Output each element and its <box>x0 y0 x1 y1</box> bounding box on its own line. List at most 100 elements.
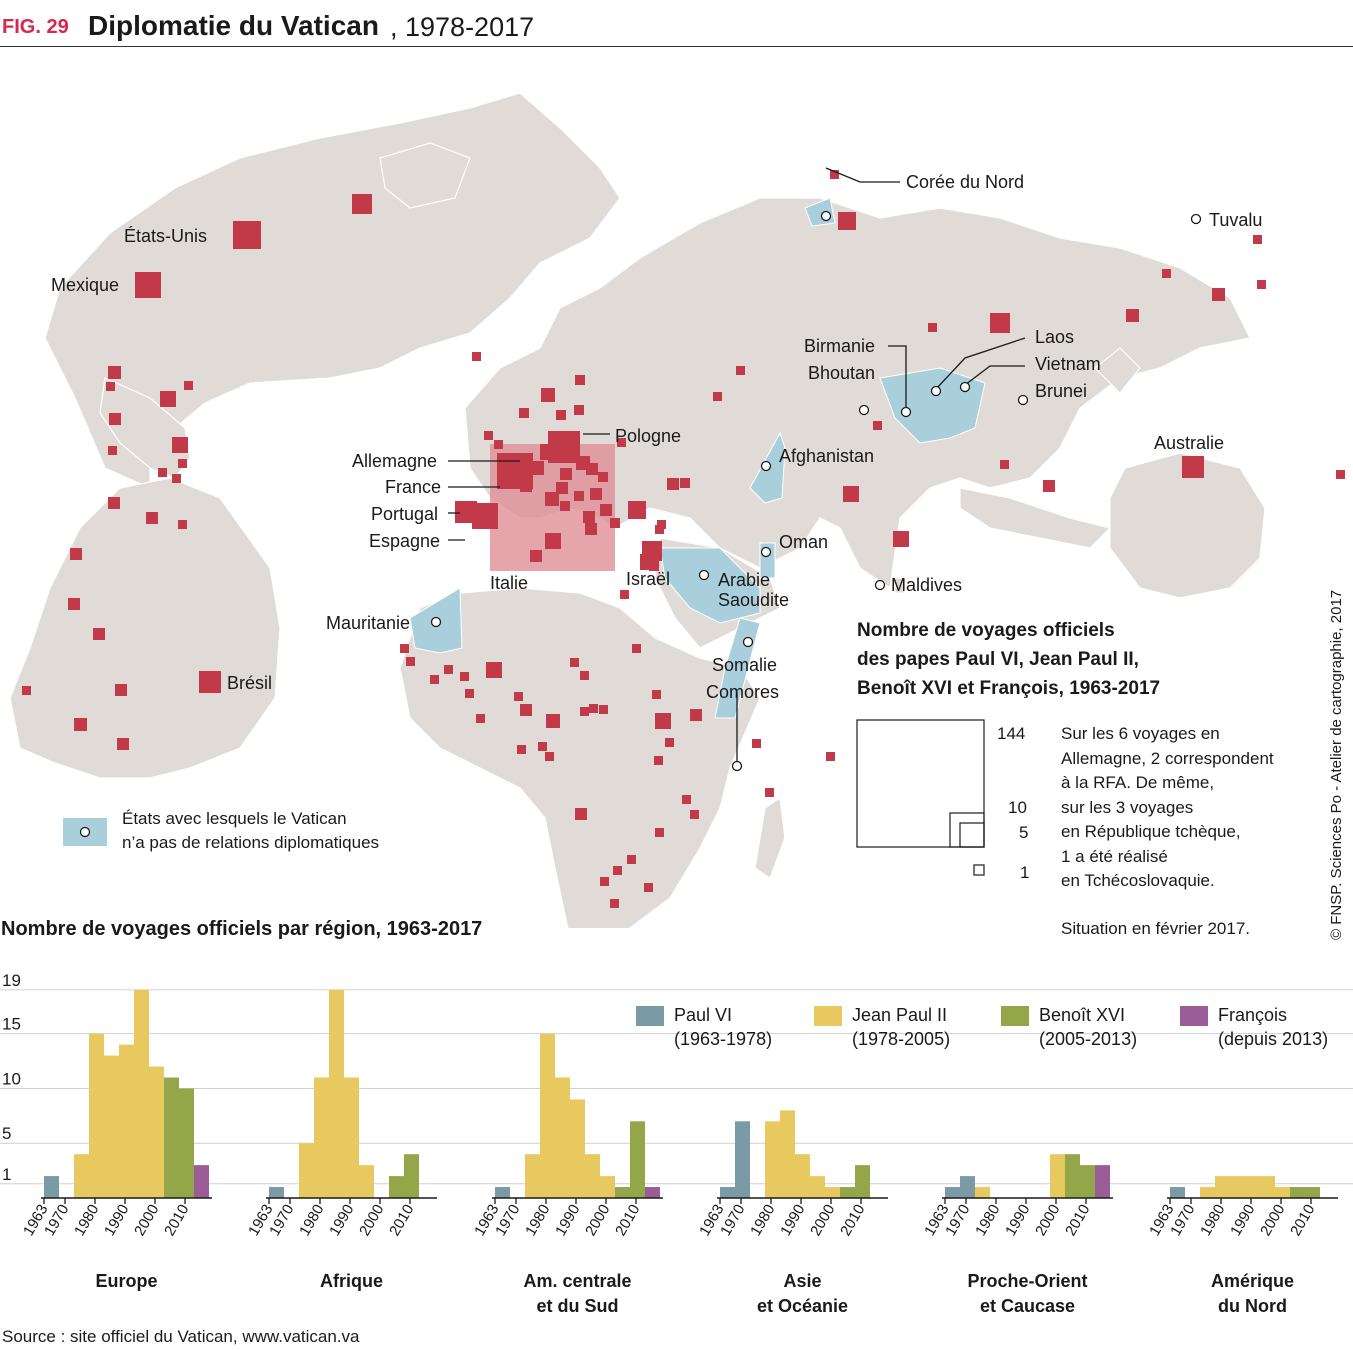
bar-benoit_xvi <box>840 1187 855 1198</box>
trip-square <box>580 671 589 680</box>
legend-no-relations-line2: n’a pas de relations diplomatiques <box>122 833 380 852</box>
trip-square <box>990 313 1010 333</box>
trip-square <box>1257 280 1266 289</box>
trip-square <box>70 548 82 560</box>
trip-square <box>530 461 544 475</box>
bar-benoit_xvi <box>1305 1187 1320 1198</box>
size-legend-value-144: 144 <box>997 724 1026 743</box>
trip-square <box>1043 480 1055 492</box>
bar-paul_vi <box>945 1187 960 1198</box>
trip-square <box>610 518 620 528</box>
trip-square <box>494 440 503 449</box>
legend-period: (2005-2013) <box>1039 1029 1137 1049</box>
x-tick-label: 1990 <box>1227 1202 1258 1239</box>
size-legend-note: Sur les 6 voyages en Allemagne, 2 corres… <box>1061 722 1274 894</box>
label-allemagne: Allemagne <box>352 451 438 471</box>
trip-square <box>627 855 636 864</box>
trip-square <box>632 644 641 653</box>
label-vietnam: Vietnam <box>1035 354 1101 374</box>
legend-swatch <box>636 1006 664 1026</box>
trip-square <box>520 480 532 492</box>
panel-name: Proche-Orient <box>967 1271 1087 1291</box>
trip-square <box>352 194 372 214</box>
australia <box>1109 452 1266 599</box>
bar-jean_paul_ii <box>975 1187 990 1198</box>
trip-square <box>826 752 835 761</box>
label-mauritanie: Mauritanie <box>326 613 411 633</box>
chart-panel: 196319701980199020002010Proche-Orientet … <box>921 1154 1113 1316</box>
y-tick-label: 1 <box>2 1165 11 1184</box>
trip-square <box>580 707 589 716</box>
legend-name: Benoît XVI <box>1039 1005 1125 1025</box>
bar-paul_vi <box>1170 1187 1185 1198</box>
bar-jean_paul_ii <box>344 1077 359 1198</box>
legend-item-francois: François (depuis 2013) <box>1180 1005 1328 1049</box>
madagascar <box>754 796 786 879</box>
panel-name-line2: et Caucase <box>980 1296 1075 1316</box>
label-laos: Laos <box>1035 327 1075 347</box>
trip-square <box>400 644 409 653</box>
trip-square <box>655 713 671 729</box>
trip-square <box>600 877 609 886</box>
note-line: sur les 3 voyages <box>1061 797 1194 817</box>
trip-square <box>655 828 664 837</box>
trip-square <box>583 511 595 523</box>
southeast-asia-islands <box>959 487 1112 549</box>
note-line: 1 a été réalisé <box>1061 846 1168 866</box>
label-mexique: Mexique <box>51 275 120 295</box>
bar-jean_paul_ii <box>329 989 344 1198</box>
trip-square <box>115 684 127 696</box>
bar-francois <box>645 1187 660 1198</box>
label-bresil: Brésil <box>227 673 273 693</box>
trip-square <box>574 491 584 501</box>
x-tick-label: 1980 <box>972 1202 1003 1239</box>
trip-square <box>928 323 937 332</box>
bar-jean_paul_ii <box>570 1099 585 1198</box>
bar-jean_paul_ii <box>1200 1187 1215 1198</box>
trip-square <box>599 705 608 714</box>
trip-square <box>649 561 659 571</box>
trip-square <box>765 788 774 797</box>
trip-square <box>752 739 761 748</box>
trip-square <box>514 692 523 701</box>
note-line: Sur les 6 voyages en <box>1061 724 1220 743</box>
legend-name: François <box>1218 1005 1287 1025</box>
situation-date: Situation en février 2017. <box>1061 919 1251 938</box>
japan <box>1094 347 1141 394</box>
legend-item-jean_paul_ii: Jean Paul II (1978-2005) <box>814 1005 950 1049</box>
legend-item-benoit_xvi: Benoît XVI (2005-2013) <box>1001 1005 1137 1049</box>
trip-square <box>108 446 117 455</box>
trip-square <box>610 899 619 908</box>
trip-square <box>590 488 602 500</box>
bar-jean_paul_ii <box>1260 1176 1275 1198</box>
trip-square <box>476 714 485 723</box>
bar-jean_paul_ii <box>134 989 149 1198</box>
bar-jean_paul_ii <box>1275 1187 1290 1198</box>
x-tick-label: 2000 <box>807 1202 838 1239</box>
trip-square <box>657 520 666 529</box>
panel-name: Am. centrale <box>523 1271 631 1291</box>
x-tick-label: 1980 <box>522 1202 553 1239</box>
trip-square <box>680 478 690 488</box>
trip-square <box>68 598 80 610</box>
trip-square <box>682 795 691 804</box>
label-portugal: Portugal <box>371 504 439 524</box>
trip-square <box>472 352 481 361</box>
x-tick-label: 2010 <box>1062 1202 1093 1239</box>
credit: © FNSP. Sciences Po - Atelier de cartogr… <box>1328 589 1345 940</box>
trip-square <box>843 486 859 502</box>
bar-benoit_xvi <box>1290 1187 1305 1198</box>
x-tick-label: 2010 <box>386 1202 417 1239</box>
trip-square <box>538 742 547 751</box>
label-afghanistan: Afghanistan <box>779 446 875 466</box>
trip-square <box>589 704 598 713</box>
trip-square <box>520 704 532 716</box>
trip-square <box>600 504 612 516</box>
label-israel: Israël <box>626 569 671 589</box>
trip-square <box>690 709 702 721</box>
bar-benoit_xvi <box>179 1088 194 1198</box>
trip-square <box>472 503 498 529</box>
note-line: à la RFA. De même, <box>1061 773 1215 792</box>
